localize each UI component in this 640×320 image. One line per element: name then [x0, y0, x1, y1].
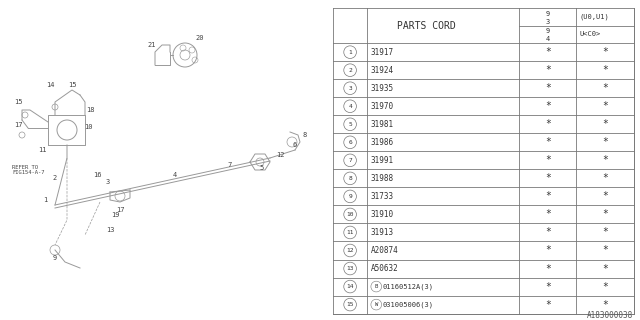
Text: 01160512A(3): 01160512A(3) [383, 283, 433, 290]
Text: 13: 13 [346, 266, 354, 271]
Text: *: * [545, 282, 551, 292]
Text: 4: 4 [546, 36, 550, 42]
Text: REFER TO
FIG154-A-7: REFER TO FIG154-A-7 [12, 164, 45, 175]
Text: 4: 4 [348, 104, 352, 109]
Text: 1: 1 [348, 50, 352, 55]
Text: U<C0>: U<C0> [580, 31, 601, 37]
Text: *: * [602, 47, 608, 57]
Text: *: * [602, 282, 608, 292]
Text: 7: 7 [348, 158, 352, 163]
Text: A20874: A20874 [371, 246, 398, 255]
Text: 31991: 31991 [371, 156, 394, 165]
Text: 11: 11 [38, 147, 46, 153]
Text: 9: 9 [53, 255, 57, 261]
Text: 12: 12 [346, 248, 354, 253]
Text: 31917: 31917 [371, 48, 394, 57]
Text: 31988: 31988 [371, 174, 394, 183]
Text: *: * [602, 137, 608, 147]
Text: 3: 3 [546, 19, 550, 25]
Text: 11: 11 [346, 230, 354, 235]
Text: 12: 12 [276, 152, 284, 158]
Text: 8: 8 [303, 132, 307, 138]
Text: B: B [374, 284, 378, 289]
Text: A183000038: A183000038 [588, 311, 634, 320]
Text: *: * [602, 191, 608, 201]
Text: *: * [602, 173, 608, 183]
Text: 13: 13 [106, 227, 115, 233]
Text: W: W [374, 302, 378, 307]
Text: (U0,U1): (U0,U1) [580, 13, 609, 20]
Text: 19: 19 [111, 212, 119, 218]
Text: 18: 18 [86, 107, 94, 113]
Text: 3: 3 [348, 86, 352, 91]
Text: *: * [545, 65, 551, 75]
Text: 20: 20 [196, 35, 204, 41]
Text: 3: 3 [106, 179, 110, 185]
Text: 14: 14 [346, 284, 354, 289]
Text: *: * [545, 83, 551, 93]
Text: *: * [545, 245, 551, 255]
Text: *: * [545, 228, 551, 237]
Text: A50632: A50632 [371, 264, 398, 273]
Text: 15: 15 [346, 302, 354, 307]
Text: 14: 14 [45, 82, 54, 88]
Text: 31913: 31913 [371, 228, 394, 237]
Text: *: * [602, 264, 608, 274]
Text: 2: 2 [53, 175, 57, 181]
Text: 31733: 31733 [371, 192, 394, 201]
Text: 16: 16 [93, 172, 101, 178]
Text: 10: 10 [346, 212, 354, 217]
Text: 31924: 31924 [371, 66, 394, 75]
Text: 17: 17 [13, 122, 22, 128]
Text: 9: 9 [348, 194, 352, 199]
Text: 31986: 31986 [371, 138, 394, 147]
Text: *: * [602, 209, 608, 220]
Text: 2: 2 [348, 68, 352, 73]
Text: 6: 6 [293, 142, 297, 148]
Text: *: * [545, 173, 551, 183]
Text: 5: 5 [260, 165, 264, 171]
Text: *: * [545, 155, 551, 165]
Text: 21: 21 [148, 42, 156, 48]
Text: 6: 6 [348, 140, 352, 145]
Text: 10: 10 [84, 124, 92, 130]
Text: 1: 1 [43, 197, 47, 203]
Text: 17: 17 [116, 207, 124, 213]
Text: 31970: 31970 [371, 102, 394, 111]
Text: 31910: 31910 [371, 210, 394, 219]
Text: PARTS CORD: PARTS CORD [397, 20, 456, 31]
Text: 8: 8 [348, 176, 352, 181]
Text: *: * [602, 119, 608, 129]
Text: *: * [602, 83, 608, 93]
Text: *: * [545, 101, 551, 111]
Text: *: * [602, 65, 608, 75]
Text: 5: 5 [348, 122, 352, 127]
Text: 4: 4 [173, 172, 177, 178]
Text: 9: 9 [546, 11, 550, 17]
Text: *: * [545, 300, 551, 309]
Text: 31935: 31935 [371, 84, 394, 93]
Text: *: * [545, 47, 551, 57]
Text: *: * [602, 155, 608, 165]
Text: *: * [602, 228, 608, 237]
Text: 031005006(3): 031005006(3) [383, 301, 433, 308]
Text: *: * [602, 300, 608, 309]
Text: *: * [545, 209, 551, 220]
Text: 15: 15 [68, 82, 76, 88]
Text: 7: 7 [228, 162, 232, 168]
Text: *: * [602, 245, 608, 255]
Text: *: * [545, 119, 551, 129]
Text: 31981: 31981 [371, 120, 394, 129]
Text: 15: 15 [13, 99, 22, 105]
Text: *: * [602, 101, 608, 111]
Text: *: * [545, 264, 551, 274]
Text: *: * [545, 137, 551, 147]
Text: *: * [545, 191, 551, 201]
Text: 9: 9 [546, 28, 550, 34]
